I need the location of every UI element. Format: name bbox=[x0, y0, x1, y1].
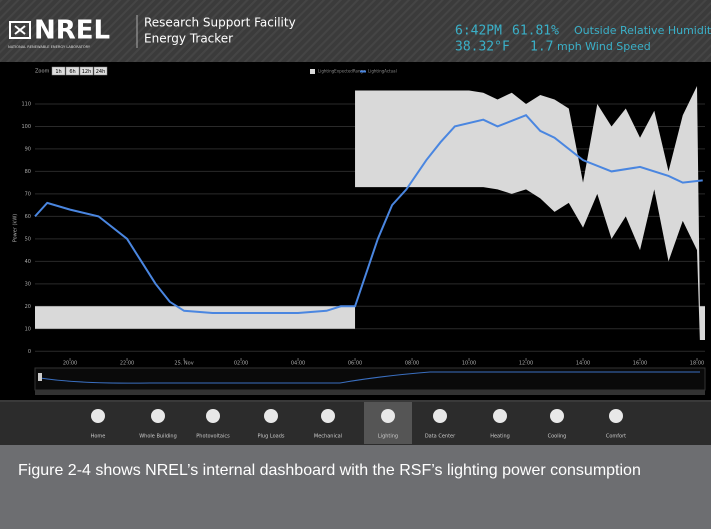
zoom-button-label[interactable]: 1h bbox=[55, 69, 61, 75]
logo-icon bbox=[9, 21, 31, 39]
nav-border bbox=[0, 400, 711, 402]
nav-label[interactable]: Comfort bbox=[606, 434, 626, 440]
nav-label[interactable]: Plug Loads bbox=[258, 434, 285, 440]
x-tick-label: 25. Nov bbox=[174, 361, 193, 367]
header-bg bbox=[0, 0, 711, 62]
nav-icon[interactable] bbox=[493, 409, 507, 423]
x-tick-label: 04:00 bbox=[291, 361, 305, 367]
nav-label[interactable]: Home bbox=[91, 434, 106, 440]
x-tick-label: 20:00 bbox=[63, 361, 77, 367]
y-axis-label: Power (kW) bbox=[13, 214, 19, 242]
zoom-button[interactable] bbox=[93, 66, 108, 76]
temperature: 38.32°F bbox=[455, 40, 510, 55]
nav-bar bbox=[0, 400, 711, 445]
legend-label: LightingActual bbox=[368, 69, 397, 74]
nav-icon[interactable] bbox=[381, 409, 395, 423]
nav-icon[interactable] bbox=[609, 409, 623, 423]
zoom-buttons: 1h 6h 12h 24h bbox=[51, 66, 108, 76]
legend-label: LightingExpectedRange bbox=[318, 69, 366, 74]
nav-icon[interactable] bbox=[151, 409, 165, 423]
y-tick-label: 70 bbox=[25, 191, 31, 197]
nav-label[interactable]: Cooling bbox=[548, 434, 567, 440]
y-tick-label: 100 bbox=[21, 124, 31, 130]
logo-subtitle: NATIONAL RENEWABLE ENERGY LABORATORY bbox=[8, 45, 91, 49]
logo: NREL bbox=[34, 16, 110, 46]
zoom-button-label[interactable]: 12h bbox=[82, 69, 92, 75]
y-tick-label: 40 bbox=[25, 259, 31, 265]
nav-icon[interactable] bbox=[206, 409, 220, 423]
zoom-button[interactable] bbox=[65, 66, 80, 76]
humidity-value: 61.81% bbox=[512, 24, 559, 39]
legend-swatch bbox=[310, 69, 315, 74]
nav-label[interactable]: Data Center bbox=[425, 434, 456, 440]
humidity-label: Outside Relative Humidity bbox=[574, 24, 711, 37]
nav-icon[interactable] bbox=[264, 409, 278, 423]
plot: 0 10 20 30 40 50 60 70 80 90 100 110 20:00 22:00 25. N… bbox=[21, 69, 705, 367]
x-tick-label: 02:00 bbox=[234, 361, 248, 367]
dashboard: NREL NATIONAL RENEWABLE ENERGY LABORATOR… bbox=[0, 0, 711, 445]
title: Research Support Facility bbox=[144, 16, 296, 30]
navigator bbox=[34, 367, 706, 395]
nav-icon[interactable] bbox=[321, 409, 335, 423]
y-tick-label: 90 bbox=[25, 146, 31, 152]
x-tick-label: 06:00 bbox=[348, 361, 362, 367]
wind-label: mph Wind Speed bbox=[557, 40, 651, 53]
y-tick-label: 30 bbox=[25, 281, 31, 287]
nav-icon[interactable] bbox=[550, 409, 564, 423]
wind-value: 1.7 bbox=[530, 40, 553, 55]
zoom-button[interactable] bbox=[79, 66, 94, 76]
y-tick-label: 50 bbox=[25, 236, 31, 242]
y-tick-label: 80 bbox=[25, 169, 31, 175]
nav-icon[interactable] bbox=[91, 409, 105, 423]
line bbox=[34, 114, 703, 315]
range-area bbox=[35, 85, 705, 341]
y-tick-label: 60 bbox=[25, 214, 31, 220]
nav-label[interactable]: Heating bbox=[490, 434, 510, 440]
x-tick-label: 22:00 bbox=[120, 361, 134, 367]
x-tick-label: 18:00 bbox=[690, 361, 704, 367]
zoom-button[interactable] bbox=[51, 66, 66, 76]
y-tick-label: 0 bbox=[28, 349, 31, 355]
x-tick-label: 12:00 bbox=[519, 361, 533, 367]
y-tick-label: 10 bbox=[25, 326, 31, 332]
x-tick-label: 08:00 bbox=[405, 361, 419, 367]
legend: LightingExpectedRange LightingActual bbox=[310, 69, 397, 74]
y-tick-label: 110 bbox=[21, 101, 31, 107]
zoom-button-label[interactable]: 6h bbox=[69, 69, 75, 75]
nav-icon[interactable] bbox=[433, 409, 447, 423]
x-tick-label: 10:00 bbox=[462, 361, 476, 367]
nav-label[interactable]: Mechanical bbox=[314, 434, 342, 440]
x-tick-label: 16:00 bbox=[633, 361, 647, 367]
x-tick-label: 14:00 bbox=[576, 361, 590, 367]
nav-items: Home Whole Building Photovoltaics Plug Load… bbox=[91, 402, 626, 444]
caption: Figure 2-4 shows NREL’s internal dashboa… bbox=[18, 462, 641, 479]
zoom-label: Zoom bbox=[35, 69, 50, 75]
nav-label[interactable]: Photovoltaics bbox=[196, 434, 230, 440]
y-tick-label: 20 bbox=[25, 304, 31, 310]
title: Energy Tracker bbox=[144, 32, 233, 46]
time: 6:42PM bbox=[455, 24, 502, 39]
zoom-button-label[interactable]: 24h bbox=[96, 69, 106, 75]
nav-label[interactable]: Whole Building bbox=[139, 434, 177, 440]
nav-label[interactable]: Lighting bbox=[378, 434, 398, 440]
